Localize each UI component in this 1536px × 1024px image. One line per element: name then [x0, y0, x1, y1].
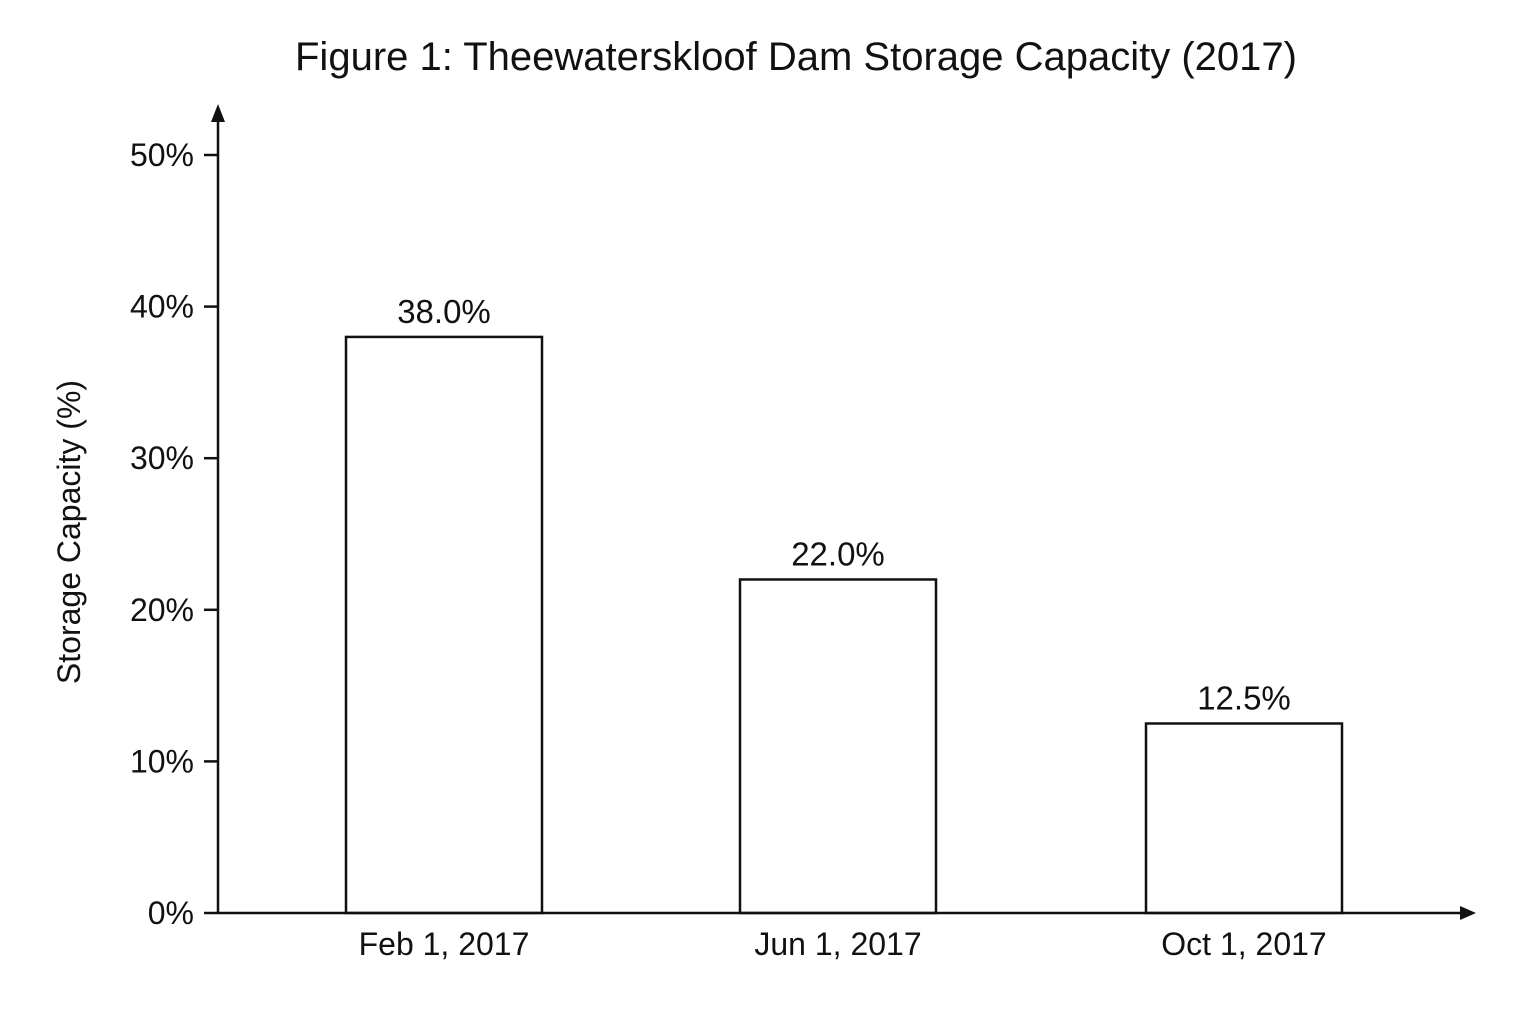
bar-value-label: 22.0% [791, 535, 885, 572]
x-tick-label: Feb 1, 2017 [359, 926, 530, 962]
y-ticks-group: 0% 10% 20% 30% 40% 50% [130, 137, 218, 931]
y-tick-label: 40% [130, 289, 194, 325]
y-tick-label: 50% [130, 137, 194, 173]
y-tick-label: 20% [130, 592, 194, 628]
chart-title: Figure 1: Theewaterskloof Dam Storage Ca… [295, 35, 1297, 79]
x-tick-label: Oct 1, 2017 [1161, 926, 1326, 962]
bar [1144, 722, 1344, 915]
y-tick-label: 0% [148, 895, 194, 931]
x-ticks-group: Feb 1, 2017 Jun 1, 2017 Oct 1, 2017 [359, 926, 1327, 962]
bar-value-label: 12.5% [1197, 680, 1291, 717]
y-tick-label: 30% [130, 440, 194, 476]
x-tick-label: Jun 1, 2017 [754, 926, 921, 962]
y-axis-arrow-icon [211, 104, 225, 122]
y-tick-label: 10% [130, 743, 194, 779]
x-axis-arrow-icon [1460, 906, 1476, 920]
bar-value-label: 38.0% [397, 293, 491, 330]
y-axis-title: Storage Capacity (%) [51, 380, 87, 684]
bars-group: 38.0% 22.0% 12.5% [344, 293, 1344, 915]
bar [738, 578, 938, 915]
bar [344, 335, 544, 915]
